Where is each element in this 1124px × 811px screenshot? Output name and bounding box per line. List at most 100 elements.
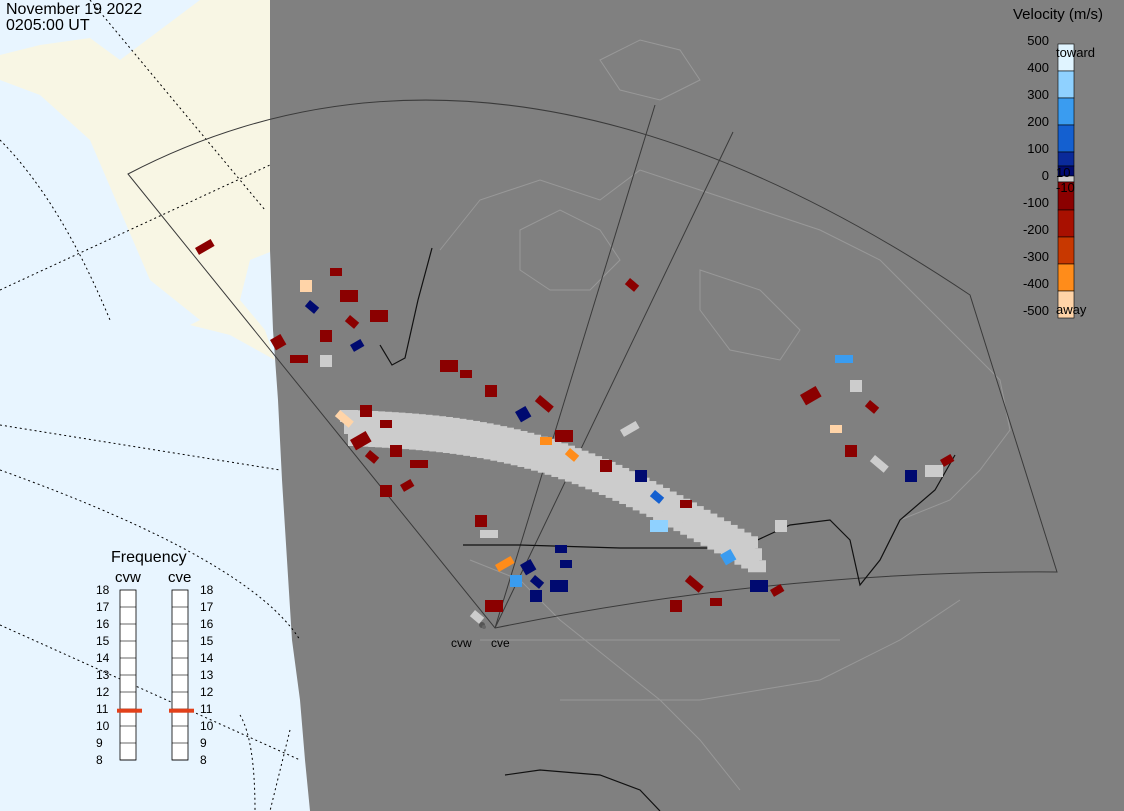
scatter-cell: [600, 460, 612, 472]
scatter-cell: [719, 549, 737, 566]
scatter-cell: [940, 453, 955, 467]
backscatter-cells: [195, 238, 955, 624]
scatter-cell: [380, 420, 392, 428]
scatter-cell: [290, 355, 308, 363]
night-shade: [270, 0, 1124, 811]
scatter-cell: [845, 445, 857, 457]
scatter-cell: [390, 445, 402, 457]
scatter-cell: [510, 575, 522, 587]
velocity-tick: -300: [1022, 249, 1049, 264]
scatter-cell: [400, 479, 415, 492]
scatter-cell: [350, 431, 372, 451]
velocity-tick: 500: [1027, 33, 1049, 48]
scatter-cell: [529, 575, 545, 589]
scatter-cell: [670, 600, 682, 612]
scatter-cell: [360, 405, 372, 417]
grid-lines: [0, 0, 301, 811]
scatter-cell: [469, 609, 485, 624]
frequency-tick: 8: [96, 753, 103, 767]
scatter-cell: [515, 406, 532, 423]
frequency-marker-cvw: [117, 708, 142, 713]
velocity-tick: -100: [1022, 195, 1049, 210]
scatter-cell: [380, 485, 392, 497]
frequency-tick: 10: [200, 719, 214, 733]
frequency-tick: 10: [96, 719, 110, 733]
frequency-tick: 13: [200, 668, 214, 682]
toward-label: toward: [1056, 45, 1096, 60]
scatter-cell: [300, 280, 312, 292]
scatter-cell: [534, 394, 554, 413]
scatter-cell: [635, 470, 647, 482]
scatter-cell: [330, 268, 342, 276]
frequency-tick: 17: [200, 600, 214, 614]
scatter-cell: [350, 339, 365, 352]
frequency-tick: 9: [96, 736, 103, 750]
scatter-cell: [410, 460, 428, 468]
site-label-cve: cve: [491, 636, 510, 650]
scatter-cell: [475, 515, 487, 527]
frequency-marker-cve: [169, 708, 194, 713]
scatter-cell: [740, 536, 758, 549]
scatter-cell: [364, 450, 380, 464]
scatter-cell: [340, 290, 358, 302]
velocity-tick: 400: [1027, 60, 1049, 75]
time-label: 0205:00 UT: [6, 17, 90, 34]
scatter-cell: [835, 355, 853, 363]
scatter-cell: [195, 238, 215, 255]
date-label: November 19 2022: [6, 1, 143, 18]
velocity-legend-title: Velocity (m/s): [1013, 6, 1104, 23]
frequency-tick: 18: [96, 583, 110, 597]
scatter-cell: [925, 465, 943, 477]
radar-heading-cve: cve: [168, 569, 192, 586]
scatter-cell: [800, 386, 822, 406]
frequency-tick: 8: [200, 753, 207, 767]
radar-site-cve: [482, 625, 486, 629]
scatter-cell: [530, 590, 542, 602]
frequency-tick: 16: [200, 617, 214, 631]
scatter-cell: [480, 530, 498, 538]
scatter-cell: [775, 520, 787, 532]
scatter-cell: [485, 385, 497, 397]
frequency-tick: 15: [200, 634, 214, 648]
away-label: away: [1056, 302, 1087, 317]
frequency-tick: 15: [96, 634, 110, 648]
scatter-cell: [748, 560, 766, 573]
scatter-cell: [270, 334, 287, 351]
velocity-tick: -400: [1022, 276, 1049, 291]
daylight-land: [0, 0, 275, 360]
scatter-cell: [750, 580, 768, 592]
land-borders: [379, 247, 956, 811]
scatter-cell: [770, 583, 785, 597]
scatter-cell: [869, 455, 889, 473]
frequency-tick: 17: [96, 600, 110, 614]
frequency-tick: 9: [200, 736, 207, 750]
scatter-cell: [344, 315, 360, 329]
frequency-tick: 12: [96, 685, 110, 699]
frequency-tick: 12: [200, 685, 214, 699]
scatter-cell: [520, 559, 537, 576]
velocity-colorbar: [1057, 43, 1075, 319]
radar-heading-cvw: cvw: [115, 569, 141, 586]
velocity-tick: -200: [1022, 222, 1049, 237]
scatter-cell: [905, 470, 917, 482]
scatter-cell: [684, 575, 704, 593]
scatter-cell: [304, 300, 320, 314]
scatter-cell: [744, 548, 762, 561]
site-label-cvw: cvw: [451, 636, 472, 650]
velocity-tick: 100: [1027, 141, 1049, 156]
scatter-cell: [864, 399, 880, 414]
frequency-tick: 14: [96, 651, 110, 665]
scatter-cell: [850, 380, 862, 392]
frequency-tick: 11: [96, 702, 109, 716]
frequency-tick: 11: [200, 702, 213, 716]
scatter-cell: [680, 500, 692, 508]
scatter-cell: [649, 489, 665, 504]
scatter-cell: [320, 330, 332, 342]
scatter-cell: [830, 425, 842, 433]
scatter-cell: [440, 360, 458, 372]
frequency-tick: 18: [200, 583, 214, 597]
velocity-tick: 0: [1041, 168, 1049, 183]
scatter-cell: [555, 545, 567, 553]
frequency-bars: [119, 589, 189, 761]
